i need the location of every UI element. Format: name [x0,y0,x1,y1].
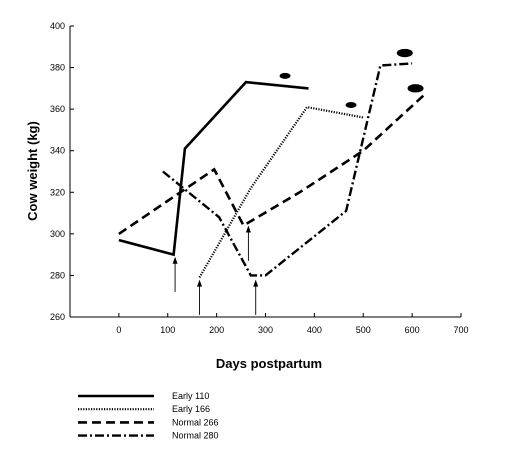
axes: 260 280 300 320 340 360 380 400 0 100 200 300 400 500… [50,21,469,335]
x-tick-label: 300 [258,325,273,335]
ellipse-marker [345,101,357,108]
y-tick-label: 260 [50,312,65,322]
x-tick-label: 100 [160,325,175,335]
series-line-early-110 [118,80,309,257]
arrow-head-icon [197,279,203,287]
y-tick-label: 380 [50,63,65,73]
y-tick-label: 320 [50,187,65,197]
legend: Early 110 Early 166 Normal 266 Normal 280 [78,391,219,441]
y-tick-label: 280 [50,270,65,280]
legend-label: Early 110 [172,391,209,401]
ellipse-marker [396,48,413,58]
series-line-normal-266 [118,91,428,235]
arrow-head-icon [253,279,259,287]
legend-label: Normal 266 [172,417,219,427]
series-line-early-166 [198,105,364,279]
x-tick-label: 600 [405,325,420,335]
x-tick-label: 0 [116,325,121,335]
y-tick-label: 400 [50,21,65,31]
y-tick-label: 360 [50,104,65,114]
legend-label: Normal 280 [172,431,219,441]
series-line-normal-280 [162,62,413,277]
ellipse-marker [279,72,291,79]
y-tick-label: 300 [50,229,65,239]
arrow-head-icon [245,225,251,233]
legend-label: Early 166 [172,404,210,414]
plot-area [118,48,428,315]
x-tick-label: 400 [307,325,322,335]
y-axis-title: Cow weight (kg) [25,121,40,221]
x-tick-label: 200 [209,325,224,335]
y-tick-label: 340 [50,146,65,156]
x-tick-label: 500 [356,325,371,335]
x-axis-title: Days postpartum [216,356,322,371]
arrow-head-icon [172,256,178,264]
ellipse-marker [407,84,424,93]
x-tick-label: 700 [453,325,468,335]
